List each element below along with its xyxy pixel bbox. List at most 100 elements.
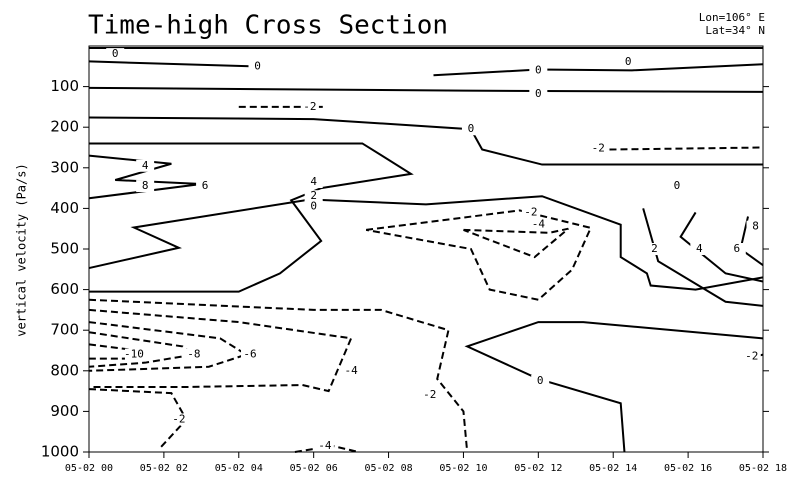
annotation: Lat=34° N [705, 24, 765, 37]
x-tick-label: 05-02 06 [290, 463, 338, 474]
y-axis-label: vertical velocity (Pa/s) [15, 163, 29, 336]
y-tick-label: 100 [50, 77, 79, 95]
label-bg [106, 48, 125, 61]
contour-line [88, 116, 763, 166]
label-bg [589, 142, 608, 155]
x-tick-label: 05-02 00 [65, 463, 113, 474]
contour-label: -4 [532, 218, 546, 231]
x-tick-label: 05-02 18 [739, 463, 787, 474]
contour-label: 0 [625, 55, 632, 68]
x-tick-label: 05-02 16 [664, 463, 712, 474]
label-bg [529, 218, 548, 231]
label-bg [521, 206, 540, 219]
chart-title: Time-high Cross Section [88, 11, 448, 41]
contour-label: -10 [124, 348, 144, 361]
annotation: Lon=106° E [699, 11, 765, 24]
y-tick-label: 400 [50, 199, 79, 217]
contour-line [609, 146, 764, 151]
contour-label: -2 [423, 388, 436, 401]
label-bg [667, 180, 686, 193]
contour-label: -6 [243, 348, 256, 361]
y-tick-label: 800 [50, 361, 79, 379]
label-bg [690, 243, 709, 255]
contour-line [88, 388, 188, 449]
label-bg [300, 100, 319, 113]
y-tick-label: 500 [50, 240, 79, 258]
contour-label: -8 [187, 348, 200, 361]
contour-label: 4 [310, 175, 317, 188]
label-bg [304, 190, 323, 203]
label-bg [619, 56, 638, 69]
label-bg [342, 364, 361, 377]
y-tick-label: 300 [50, 158, 79, 176]
contour-line [88, 60, 251, 68]
label-bg [248, 60, 267, 73]
y-tick-label: 600 [50, 280, 79, 298]
label-bg [727, 243, 746, 255]
label-bg [315, 439, 334, 452]
contour-label: 0 [310, 199, 317, 212]
contour-label: -2 [745, 350, 758, 363]
y-tick-label: 700 [50, 321, 79, 339]
x-tick-label: 05-02 12 [514, 463, 562, 474]
contour-label: 2 [310, 189, 317, 202]
contour-label: 0 [468, 122, 475, 135]
contour-line [88, 308, 353, 393]
contour-label: 4 [696, 242, 703, 255]
y-tick-label: 200 [50, 118, 79, 136]
contour-line [365, 209, 593, 301]
x-tick-label: 05-02 04 [215, 463, 263, 474]
contour-label: -4 [344, 364, 358, 377]
contour-label: -2 [303, 100, 316, 113]
contour-label: 2 [651, 242, 658, 255]
contour-line [464, 321, 764, 453]
contour-line [463, 227, 569, 259]
x-tick-label: 05-02 14 [589, 463, 637, 474]
label-bg [531, 374, 550, 387]
label-bg [746, 220, 765, 233]
label-bg [742, 350, 761, 363]
x-tick-label: 05-02 10 [439, 463, 487, 474]
contour-line [433, 63, 764, 77]
label-bg [136, 159, 155, 172]
contour-label: 0 [537, 374, 544, 387]
contour-label: -2 [172, 413, 185, 426]
contour-label: 0 [535, 63, 542, 76]
x-tick-label: 05-02 08 [364, 463, 412, 474]
y-tick-label: 1000 [41, 443, 79, 461]
contour-line [88, 195, 764, 291]
contour-line [88, 321, 249, 372]
label-bg [304, 176, 323, 189]
label-bg [124, 348, 143, 361]
label-bg [645, 243, 664, 255]
contour-label: 0 [112, 47, 119, 60]
contour-label: 6 [202, 179, 209, 192]
label-bg [136, 180, 155, 193]
y-tick-label: 900 [50, 402, 79, 420]
contour-label: 4 [142, 159, 149, 172]
label-bg [304, 200, 323, 213]
contour-line [88, 343, 139, 360]
label-bg [420, 389, 439, 402]
contour-line [88, 86, 764, 93]
contour-label: 8 [752, 220, 759, 233]
label-bg [184, 348, 203, 361]
contour-line [642, 208, 764, 307]
contour-line [88, 298, 469, 453]
label-bg [241, 348, 260, 361]
contour-label: -2 [592, 141, 605, 154]
label-bg [461, 123, 480, 136]
contour-label: 0 [254, 59, 261, 72]
label-bg [529, 64, 548, 77]
contour-label: -2 [524, 205, 537, 218]
contour-line [679, 211, 764, 283]
contour-line [89, 142, 414, 293]
contour-label: -4 [318, 439, 332, 452]
contour-line [88, 331, 197, 368]
label-bg [196, 180, 215, 193]
contour-label: 6 [733, 242, 740, 255]
label-bg [169, 413, 188, 426]
x-tick-label: 05-02 02 [140, 463, 188, 474]
